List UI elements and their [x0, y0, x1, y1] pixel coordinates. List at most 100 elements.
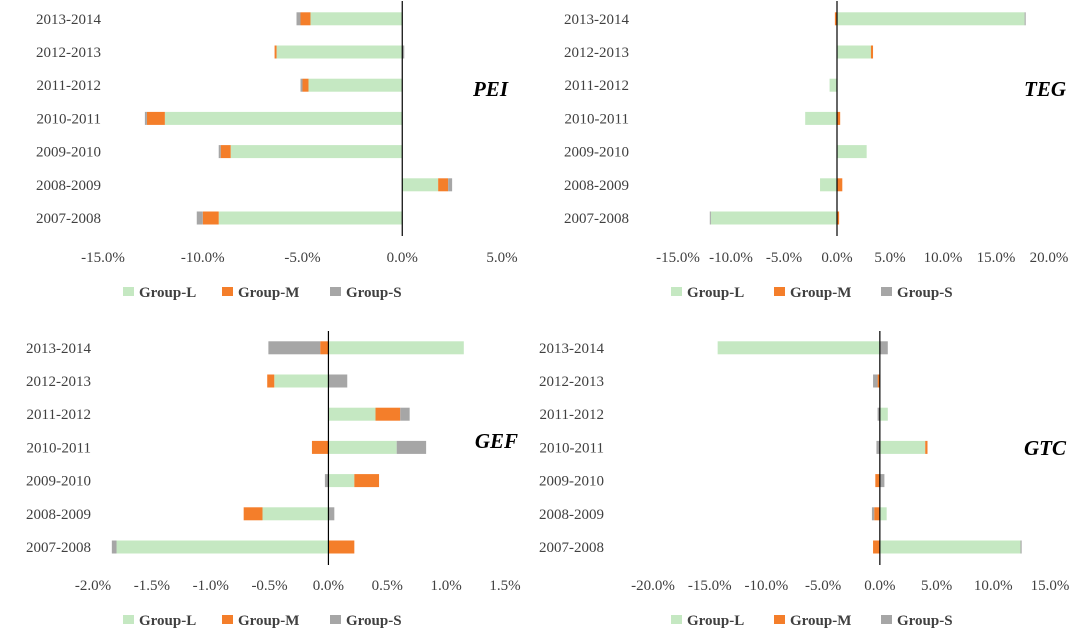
bar-teg-2012-2013-group-l — [837, 45, 871, 59]
bar-gef-2007-2008-group-m — [328, 540, 355, 554]
x-tick-label: 0.0% — [864, 578, 895, 594]
bar-teg-2007-2008-group-l — [710, 211, 837, 225]
x-tick-label: 5.0% — [921, 578, 952, 594]
panel-title: GEF — [475, 429, 518, 453]
bar-teg-2013-2014-group-l — [837, 12, 1025, 26]
bar-pei-2011-2012-group-m — [302, 78, 309, 92]
x-tick-label: -15.0% — [81, 250, 125, 266]
bar-teg-2013-2014-group-s — [1024, 12, 1026, 26]
category-label: 2008-2009 — [36, 178, 101, 194]
category-label: 2010-2011 — [27, 440, 91, 456]
category-label: 2012-2013 — [539, 374, 604, 390]
legend-label: Group-S — [897, 285, 953, 301]
bar-gtc-2010-2011-group-m — [925, 440, 928, 454]
category-label: 2010-2011 — [540, 440, 604, 456]
category-label: 2010-2011 — [565, 111, 629, 127]
bar-pei-2013-2014-group-s — [296, 12, 301, 26]
bar-gtc-2008-2009-group-m — [874, 507, 880, 521]
bar-gef-2009-2010-group-s — [324, 474, 329, 488]
category-label: 2007-2008 — [539, 540, 604, 556]
bar-teg-2007-2008-group-s — [709, 211, 711, 225]
bar-teg-2012-2013-group-m — [870, 45, 874, 59]
legend-label: Group-S — [897, 613, 953, 629]
legend-label: Group-M — [790, 613, 851, 629]
bar-teg-2007-2008-group-m — [837, 211, 840, 225]
bar-pei-2007-2008-group-s — [196, 211, 203, 225]
bar-gtc-2007-2008-group-m — [873, 540, 880, 554]
x-tick-label: 0.0% — [387, 250, 418, 266]
bar-gtc-2012-2013-group-s — [873, 374, 878, 388]
x-tick-label: -1.5% — [134, 578, 170, 594]
bar-gtc-2011-2012-group-l — [879, 407, 888, 421]
bar-pei-2013-2014-group-m — [300, 12, 311, 26]
bar-gtc-2011-2012-group-s — [877, 407, 880, 421]
category-label: 2012-2013 — [36, 45, 101, 61]
bar-gef-2012-2013-group-l — [274, 374, 329, 388]
legend-swatch-group-l — [123, 615, 134, 624]
legend-swatch-group-l — [671, 287, 682, 296]
bar-gtc-2007-2008-group-l — [879, 540, 1021, 554]
bar-pei-2008-2009-group-s — [448, 178, 453, 192]
bar-gtc-2008-2009-group-s — [871, 507, 875, 521]
x-tick-label: 1.5% — [489, 578, 520, 594]
bar-gef-2008-2009-group-l — [262, 507, 329, 521]
category-label: 2009-2010 — [36, 145, 101, 161]
bar-teg-2008-2009-group-l — [820, 178, 837, 192]
bar-gtc-2008-2009-group-l — [879, 507, 887, 521]
bar-gef-2010-2011-group-s — [396, 440, 427, 454]
bar-pei-2010-2011-group-s — [144, 111, 147, 125]
bar-gef-2009-2010-group-l — [328, 474, 355, 488]
bar-teg-2011-2012-group-l — [829, 78, 837, 92]
bar-gtc-2013-2014-group-l — [717, 341, 880, 355]
bar-gef-2008-2009-group-m — [243, 507, 263, 521]
bar-teg-2009-2010-group-l — [837, 145, 867, 159]
bar-pei-2007-2008-group-l — [218, 211, 403, 225]
x-tick-label: -5.0% — [284, 250, 320, 266]
panel-title: GTC — [1024, 436, 1067, 460]
legend-label: Group-L — [139, 285, 196, 301]
legend-swatch-group-s — [881, 287, 892, 296]
category-label: 2012-2013 — [564, 45, 629, 61]
x-tick-label: -0.5% — [251, 578, 287, 594]
bar-gef-2007-2008-group-l — [116, 540, 329, 554]
bar-gtc-2010-2011-group-l — [879, 440, 926, 454]
bar-gtc-2007-2008-group-s — [1020, 540, 1022, 554]
category-label: 2008-2009 — [26, 507, 91, 523]
category-label: 2007-2008 — [564, 211, 629, 227]
bar-pei-2009-2010-group-s — [218, 145, 221, 159]
bar-gef-2011-2012-group-s — [400, 407, 410, 421]
x-tick-label: 15.0% — [1031, 578, 1070, 594]
chart-panel-teg: 2007-2008 2008-2009 2009-2010 2010-2011 2011… — [564, 1, 1068, 301]
bar-gef-2007-2008-group-s — [111, 540, 117, 554]
chart-panel-pei: 2007-2008 2008-2009 2009-2010 2010-2011 2011… — [36, 1, 518, 301]
bar-gtc-2013-2014-group-s — [879, 341, 888, 355]
category-label: 2011-2012 — [540, 407, 604, 423]
bar-gtc-2010-2011-group-s — [876, 440, 880, 454]
x-tick-label: 0.0% — [821, 250, 852, 266]
category-label: 2011-2012 — [37, 78, 101, 94]
bar-gef-2009-2010-group-m — [354, 474, 380, 488]
category-label: 2011-2012 — [565, 78, 629, 94]
legend-swatch-group-l — [123, 287, 134, 296]
category-label: 2009-2010 — [539, 474, 604, 490]
category-label: 2011-2012 — [27, 407, 91, 423]
category-label: 2009-2010 — [564, 145, 629, 161]
x-tick-label: -5.0% — [805, 578, 841, 594]
legend-label: Group-M — [238, 285, 299, 301]
bar-pei-2007-2008-group-m — [202, 211, 219, 225]
bar-pei-2013-2014-group-l — [310, 12, 403, 26]
panel-title: PEI — [472, 77, 509, 101]
bar-gef-2012-2013-group-m — [267, 374, 275, 388]
bar-teg-2008-2009-group-m — [837, 178, 843, 192]
bar-pei-2010-2011-group-l — [164, 111, 403, 125]
bar-gef-2013-2014-group-l — [328, 341, 464, 355]
x-tick-label: -15.0% — [688, 578, 732, 594]
x-tick-label: -1.0% — [193, 578, 229, 594]
bar-gef-2011-2012-group-l — [328, 407, 376, 421]
x-tick-label: -10.0% — [709, 250, 753, 266]
x-tick-label: 15.0% — [977, 250, 1016, 266]
x-tick-label: 1.0% — [431, 578, 462, 594]
chart-panel-gef: 2007-2008 2008-2009 2009-2010 2010-2011 2011… — [26, 331, 521, 629]
category-label: 2013-2014 — [26, 341, 91, 357]
bar-gtc-2009-2010-group-s — [879, 474, 885, 488]
